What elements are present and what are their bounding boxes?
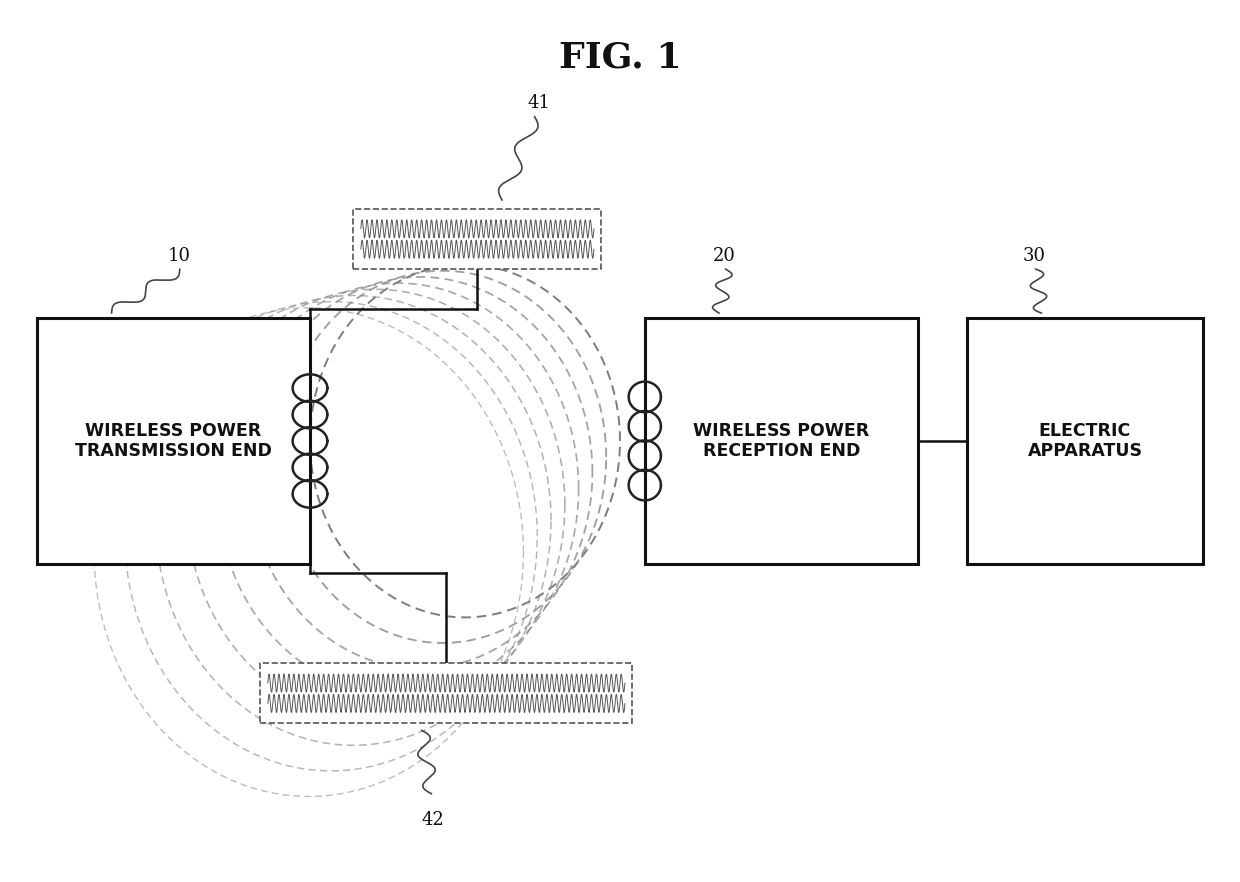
Text: WIRELESS POWER
TRANSMISSION END: WIRELESS POWER TRANSMISSION END <box>76 422 272 460</box>
Text: 42: 42 <box>422 811 444 829</box>
FancyBboxPatch shape <box>645 318 918 564</box>
FancyBboxPatch shape <box>967 318 1203 564</box>
Text: 10: 10 <box>167 247 191 265</box>
FancyBboxPatch shape <box>353 209 601 269</box>
Text: FIG. 1: FIG. 1 <box>559 41 681 74</box>
Text: 30: 30 <box>1023 247 1047 265</box>
Text: ELECTRIC
APPARATUS: ELECTRIC APPARATUS <box>1028 422 1142 460</box>
Text: WIRELESS POWER
RECEPTION END: WIRELESS POWER RECEPTION END <box>693 422 869 460</box>
FancyBboxPatch shape <box>37 318 310 564</box>
FancyBboxPatch shape <box>260 663 632 723</box>
Text: 20: 20 <box>713 247 735 265</box>
Text: 41: 41 <box>527 94 549 112</box>
